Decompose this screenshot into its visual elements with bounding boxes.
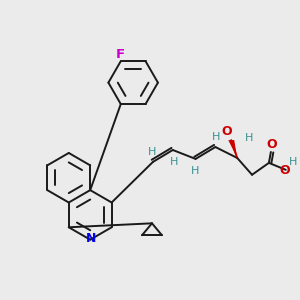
Text: H: H [212,132,220,142]
Text: N: N [86,232,96,245]
Text: O: O [221,125,232,138]
Text: H: H [169,157,178,167]
Text: H: H [190,166,199,176]
Text: H: H [148,147,156,157]
Text: O: O [279,164,290,177]
Polygon shape [228,140,237,158]
Text: H: H [245,133,253,143]
Text: H: H [289,157,297,167]
Text: O: O [266,138,277,151]
Text: F: F [116,48,125,61]
